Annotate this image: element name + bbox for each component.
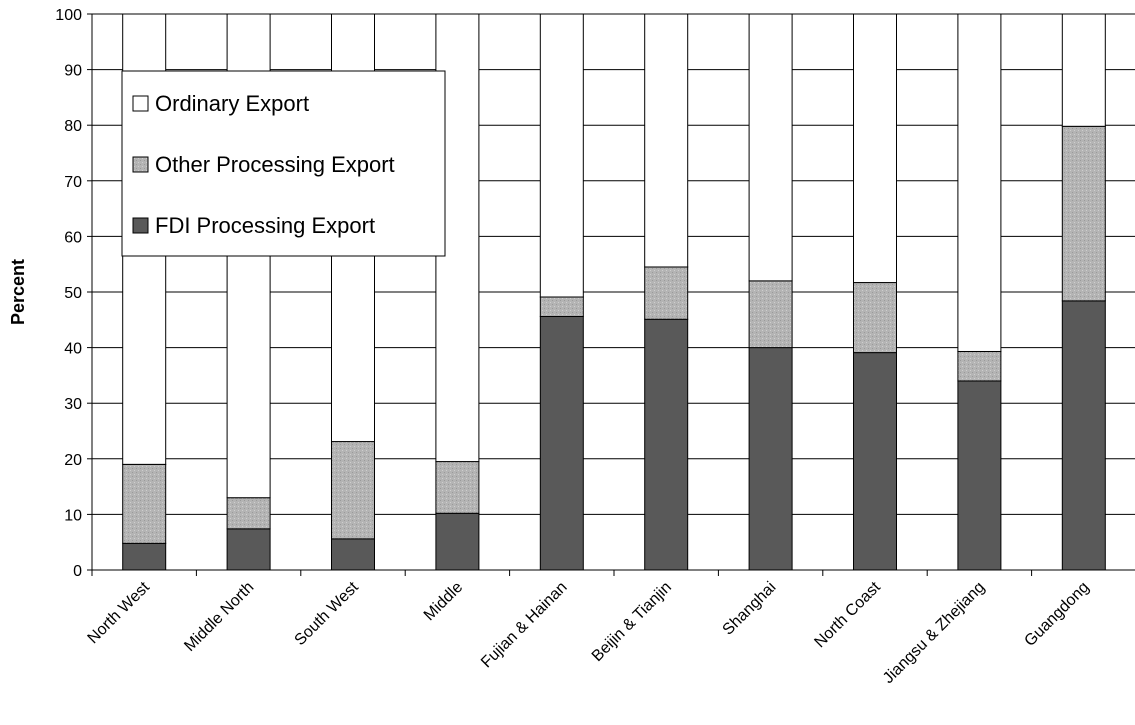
legend-swatch-ordinary-export <box>132 95 149 112</box>
bar-other-processing-export <box>539 296 584 317</box>
y-axis-label: Percent <box>8 259 28 325</box>
bar-fdi-processing-export <box>1061 300 1106 571</box>
bar-fdi-processing-export <box>748 347 793 571</box>
y-tick-label: 20 <box>64 452 82 469</box>
bar-ordinary-export <box>957 13 1002 352</box>
bar-fdi-processing-export <box>122 542 167 571</box>
bar-other-processing-export <box>331 441 375 540</box>
y-tick-label: 10 <box>64 507 82 524</box>
bar-other-processing-export <box>435 461 480 514</box>
bar-fdi-processing-export <box>331 538 375 571</box>
bar-ordinary-export <box>748 13 793 282</box>
y-tick-label: 60 <box>64 229 82 246</box>
bar-other-processing-export <box>226 497 271 530</box>
bar-ordinary-export <box>1061 13 1106 127</box>
y-tick-label: 80 <box>64 118 82 135</box>
y-tick-label: 50 <box>64 285 82 302</box>
y-tick-label: 90 <box>64 63 82 80</box>
x-tick-label: Beijin & Tianjin <box>589 579 675 665</box>
legend-label-other-processing-export: Other Processing Export <box>155 152 395 177</box>
bar-ordinary-export <box>539 13 584 298</box>
legend-swatch-other-processing-export <box>132 156 149 173</box>
bar-fdi-processing-export <box>435 512 480 571</box>
legend-label-ordinary-export: Ordinary Export <box>155 91 309 116</box>
bar-fdi-processing-export <box>644 318 689 571</box>
bar-other-processing-export <box>853 282 897 354</box>
x-tick-label: Middle North <box>181 579 257 655</box>
bar-other-processing-export <box>957 350 1002 382</box>
bar-fdi-processing-export <box>226 528 271 571</box>
x-tick-label: Shanghai <box>720 579 780 639</box>
bar-other-processing-export <box>122 463 167 544</box>
bar-ordinary-export <box>644 13 689 268</box>
bar-fdi-processing-export <box>853 352 897 571</box>
bar-fdi-processing-export <box>539 315 584 571</box>
x-tick-label: Middle <box>421 579 466 624</box>
x-tick-label: Fujian & Hainan <box>478 579 571 672</box>
y-tick-label: 70 <box>64 174 82 191</box>
x-tick-label: South West <box>292 578 363 649</box>
bar-fdi-processing-export <box>957 380 1002 571</box>
bar-other-processing-export <box>1061 125 1106 302</box>
x-tick-label: Guangdong <box>1021 579 1092 650</box>
y-tick-label: 100 <box>55 7 82 24</box>
y-tick-label: 30 <box>64 396 82 413</box>
x-tick-label: North West <box>85 578 154 647</box>
y-tick-label: 40 <box>64 341 82 358</box>
bar-ordinary-export <box>853 13 897 284</box>
legend-box <box>121 70 446 257</box>
legend-label-fdi-processing-export: FDI Processing Export <box>155 213 375 238</box>
legend-swatch-fdi-processing-export <box>132 217 149 234</box>
bar-other-processing-export <box>644 266 689 320</box>
y-tick-label: 0 <box>73 563 82 580</box>
x-tick-label: North Coast <box>811 578 884 651</box>
legend: Ordinary Export Other Processing Export FD… <box>121 70 446 257</box>
x-tick-label: Jiangsu & Zhejiang <box>880 579 988 687</box>
bar-other-processing-export <box>748 280 793 349</box>
